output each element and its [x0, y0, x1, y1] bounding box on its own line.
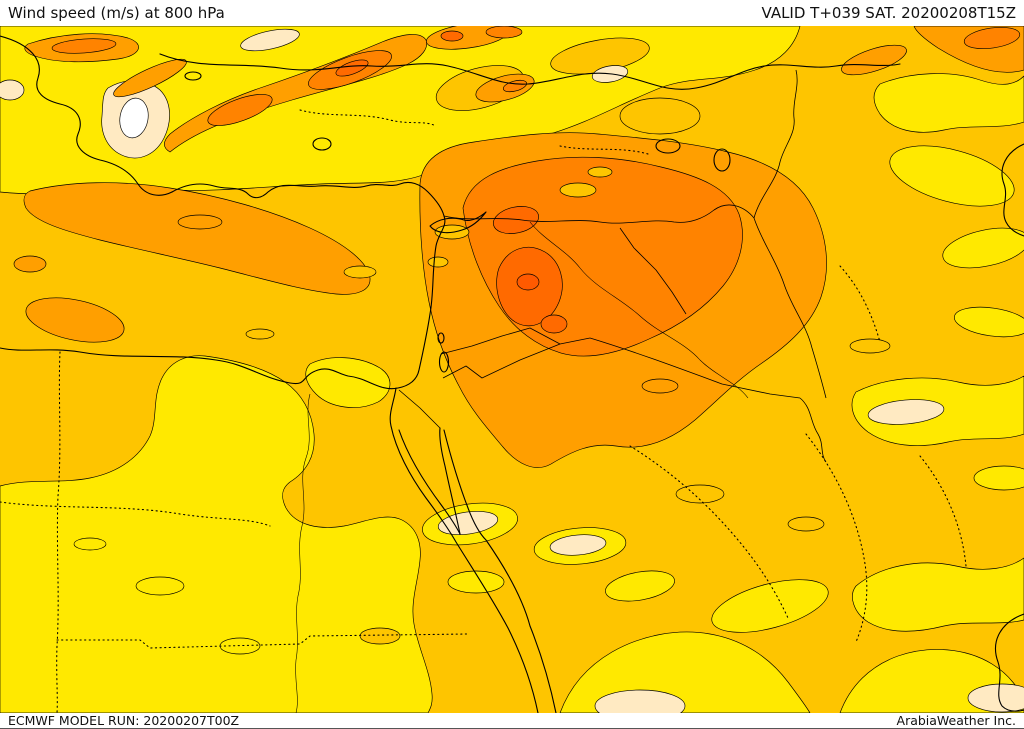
- contour-region: [559, 182, 597, 198]
- contour-region: [953, 306, 1024, 338]
- contour-region: [427, 256, 449, 268]
- black-sea-coastline: [159, 53, 901, 90]
- contour-region: [440, 30, 464, 42]
- west-egypt-line: [0, 501, 271, 527]
- contour-ring: [359, 627, 401, 645]
- brand-label: ArabiaWeather Inc.: [896, 713, 1016, 728]
- contour-ring: [849, 338, 891, 354]
- contour-region: [641, 378, 679, 394]
- contour-region: [23, 182, 371, 295]
- euphrates-river: [529, 221, 749, 399]
- iraq-iran-border: [753, 217, 827, 399]
- saudi-region-line-2: [805, 433, 868, 643]
- contour-region: [942, 227, 1024, 269]
- sinai-west-coast: [398, 429, 461, 535]
- contour-region: [119, 97, 149, 139]
- map-footer: ECMWF MODEL RUN: 20200207T00Z ArabiaWeat…: [0, 713, 1024, 729]
- contour-region: [177, 214, 223, 230]
- contour-region: [540, 314, 568, 334]
- iraq-saudi-border: [589, 337, 801, 399]
- contour-region: [25, 297, 125, 343]
- map-title: Wind speed (m/s) at 800 hPa: [8, 4, 225, 22]
- contour-ring: [73, 537, 107, 551]
- contour-region: [485, 26, 523, 39]
- coastline-layer: [0, 35, 1024, 713]
- iran-line: [839, 265, 881, 343]
- syria-jordan-border: [440, 327, 561, 355]
- wind-speed-map: [0, 26, 1024, 713]
- contour-region: [305, 357, 391, 408]
- aegean-coastline: [0, 35, 173, 196]
- contour-region: [240, 28, 300, 52]
- contour-region: [619, 97, 701, 135]
- map-canvas: [0, 26, 1024, 713]
- turkey-iran-border: [753, 69, 798, 219]
- lake-tuz: [312, 137, 332, 151]
- contour-region: [973, 465, 1024, 491]
- jordan-saudi-border: [442, 337, 591, 379]
- turkey-syria-border: [443, 204, 755, 224]
- anatolia-line-2: [559, 145, 649, 155]
- caspian-coastline: [1001, 143, 1024, 237]
- dead-sea: [438, 351, 450, 373]
- contour-region: [0, 355, 433, 713]
- egypt-israel-border: [398, 389, 441, 429]
- contour-region: [841, 44, 907, 76]
- contour-ring: [135, 576, 185, 596]
- contour-region: [549, 534, 607, 556]
- sea-of-galilee: [437, 332, 445, 344]
- model-run-label: ECMWF MODEL RUN: 20200207T00Z: [8, 713, 240, 728]
- sea-of-marmara: [184, 71, 202, 81]
- dotted-border-layer: [0, 109, 967, 713]
- contour-region: [587, 166, 613, 178]
- map-header: Wind speed (m/s) at 800 hPa VALID T+039 …: [0, 0, 1024, 26]
- cyprus-coastline: [429, 211, 487, 234]
- contour-fill-layer: [0, 26, 1024, 713]
- lake-van: [655, 138, 681, 154]
- kuwait-border: [799, 397, 827, 463]
- gulf-of-suez-west-shore: [389, 387, 539, 713]
- contour-region: [873, 73, 1024, 133]
- contour-ring: [245, 328, 275, 340]
- sinai-east-coast: [439, 427, 461, 535]
- contour-region: [0, 79, 25, 101]
- contour-region: [13, 255, 47, 273]
- contour-region: [437, 511, 499, 535]
- river-layer: [295, 221, 749, 713]
- contour-region: [711, 579, 829, 633]
- contour-region: [207, 94, 273, 126]
- contour-region: [335, 59, 369, 77]
- contour-region: [852, 557, 1024, 632]
- lake-urmia: [713, 148, 731, 172]
- saudi-region-line-1: [629, 445, 789, 619]
- border-layer: [398, 69, 827, 463]
- anatolia-line-1: [299, 109, 437, 127]
- contour-region: [889, 145, 1015, 207]
- contour-region: [867, 399, 945, 425]
- contour-region: [594, 689, 686, 713]
- nile-river: [295, 393, 311, 713]
- contour-region: [447, 570, 505, 594]
- egypt-sudan-border: [56, 633, 469, 649]
- contour-ring: [787, 516, 825, 532]
- contour-ring: [675, 484, 725, 504]
- contour-region: [493, 206, 539, 234]
- syria-iraq-border: [619, 227, 687, 315]
- gulf-coastline: [994, 613, 1024, 712]
- saudi-region-line-3: [919, 455, 967, 567]
- contour-region: [605, 570, 675, 602]
- libya-egypt-border: [56, 351, 61, 713]
- contour-region: [516, 273, 540, 291]
- contour-region: [967, 683, 1024, 713]
- contour-ring: [343, 265, 377, 279]
- red-sea-east-coastline: [443, 429, 557, 713]
- mediterranean-levant-egypt-coastline: [0, 181, 446, 390]
- contour-region: [963, 27, 1021, 49]
- contour-region: [51, 38, 117, 54]
- valid-time-label: VALID T+039 SAT. 20200208T15Z: [761, 4, 1016, 22]
